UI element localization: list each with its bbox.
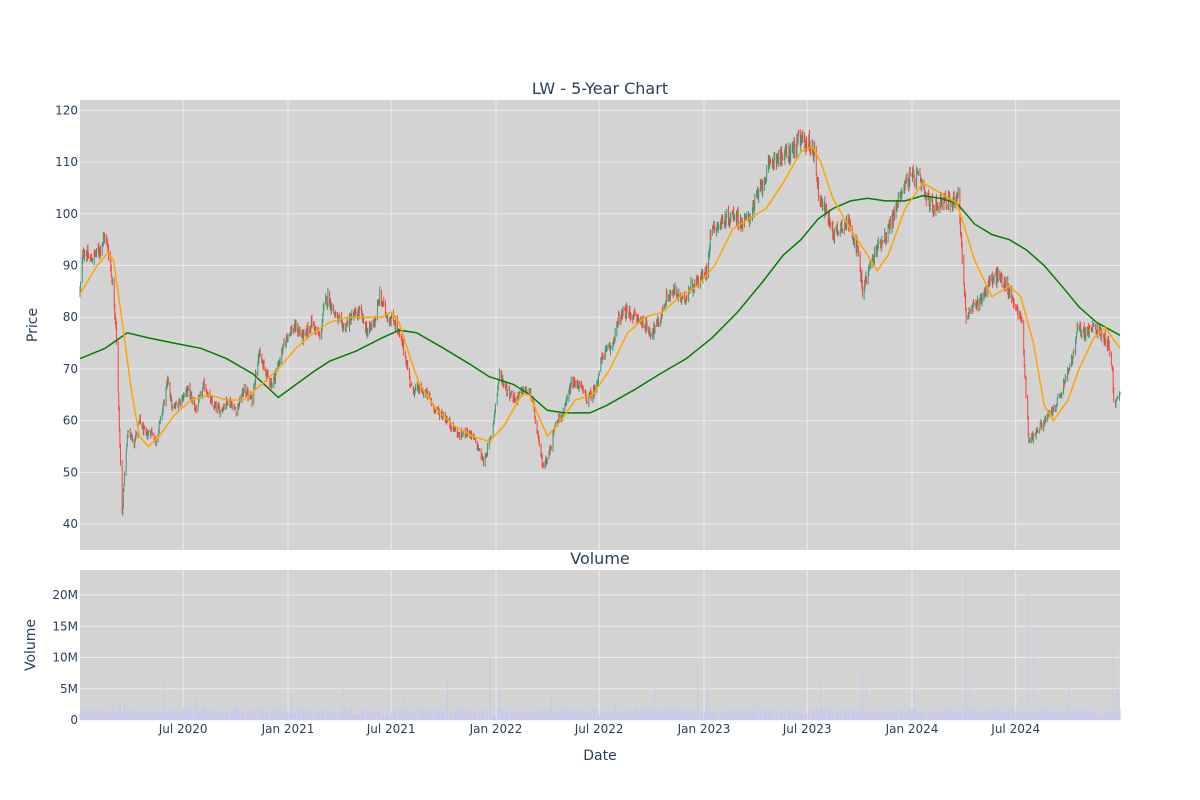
price-y-tick-label: 110	[55, 155, 78, 169]
volume-y-tick-label: 15M	[52, 619, 78, 633]
x-tick-label: Jul 2024	[990, 722, 1040, 736]
x-tick-label: Jul 2021	[366, 722, 416, 736]
price-y-axis-label: Price	[25, 308, 41, 342]
date-x-axis: Jul 2020 Jan 2021 Jul 2021 Jan 2022 Jul 2022…	[158, 722, 1040, 736]
volume-y-axis: 0 5M 10M 15M 20M	[52, 588, 78, 727]
price-y-tick-label: 50	[63, 465, 78, 479]
price-y-tick-label: 120	[55, 103, 78, 117]
volume-y-tick-label: 5M	[60, 682, 78, 696]
x-tick-label: Jul 2023	[782, 722, 832, 736]
price-y-tick-label: 90	[63, 259, 78, 273]
volume-y-tick-label: 10M	[52, 651, 78, 665]
volume-y-tick-label: 0	[70, 713, 78, 727]
volume-chart-title: Volume	[570, 549, 630, 568]
price-chart-title: LW - 5-Year Chart	[532, 79, 668, 98]
volume-bar-series	[79, 573, 1121, 720]
x-tick-label: Jan 2022	[469, 722, 523, 736]
x-axis-label: Date	[583, 748, 616, 764]
x-tick-label: Jul 2020	[158, 722, 208, 736]
price-plot-area	[80, 100, 1120, 550]
price-y-tick-label: 40	[63, 517, 78, 531]
x-tick-label: Jan 2021	[261, 722, 315, 736]
price-gridlines	[80, 100, 1120, 550]
volume-y-tick-label: 20M	[52, 588, 78, 602]
price-y-axis: 40 50 60 70 80 90 100 110 120	[55, 103, 78, 531]
price-y-tick-label: 60	[63, 414, 78, 428]
price-y-tick-label: 70	[63, 362, 78, 376]
short-moving-average-line	[79, 145, 1121, 448]
volume-plot-area	[80, 570, 1120, 720]
price-y-tick-label: 100	[55, 207, 78, 221]
volume-y-axis-label: Volume	[23, 619, 39, 671]
price-y-tick-label: 80	[63, 310, 78, 324]
x-tick-label: Jul 2022	[574, 722, 624, 736]
x-tick-label: Jan 2023	[677, 722, 731, 736]
long-moving-average-line	[79, 194, 1121, 414]
x-tick-label: Jan 2024	[885, 722, 939, 736]
